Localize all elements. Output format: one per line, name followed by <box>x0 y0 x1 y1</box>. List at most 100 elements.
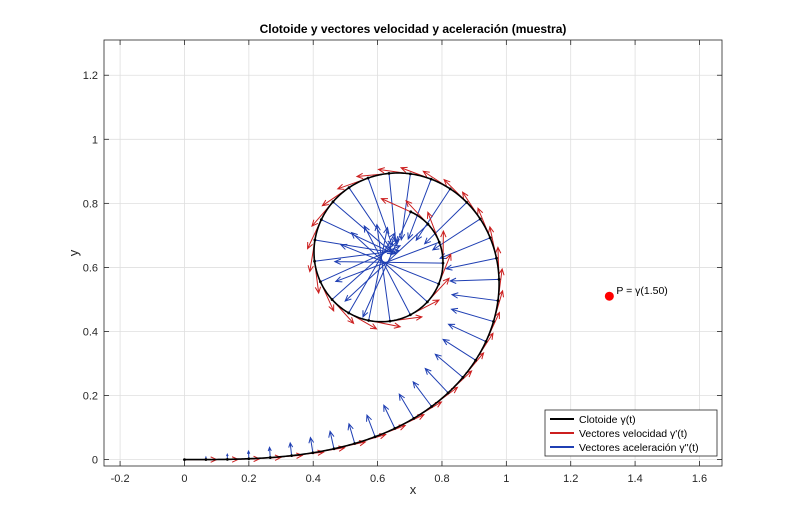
sample-point <box>204 458 208 461</box>
sample-point <box>412 416 416 420</box>
legend-label-acceleration: Vectores aceleración γ''(t) <box>579 442 699 454</box>
sample-point <box>461 375 465 379</box>
sample-point <box>331 200 335 204</box>
highlight-point-P <box>604 291 614 301</box>
sample-point <box>347 186 351 190</box>
acceleration-arrow <box>434 353 464 378</box>
x-tick-label: 1 <box>503 473 509 485</box>
acceleration-arrow <box>447 323 487 342</box>
legend-label-velocity: Vectores velocidad γ'(t) <box>579 428 687 440</box>
sample-point <box>409 210 413 214</box>
acceleration-arrow <box>288 441 294 456</box>
x-axis-label: x <box>410 482 417 497</box>
sample-point <box>426 222 430 226</box>
grid <box>104 40 722 466</box>
sample-point <box>387 172 391 175</box>
y-tick-label: 1.2 <box>83 70 98 82</box>
y-tick-label: 0.6 <box>83 262 98 274</box>
acceleration-arrow <box>412 380 433 407</box>
acceleration-arrow <box>368 226 390 321</box>
acceleration-arrow <box>363 224 411 316</box>
clothoid-curve <box>184 172 500 461</box>
sample-point <box>313 238 317 242</box>
sample-point <box>225 457 229 461</box>
sample-point <box>319 280 322 284</box>
acceleration-arrow <box>366 414 376 437</box>
legend-label-curve: Clotoide γ(t) <box>579 414 636 426</box>
sample-point <box>492 320 495 323</box>
x-tick-label: 0.2 <box>241 473 256 485</box>
chart-title: Clotoide y vectores velocidad y acelerac… <box>260 22 567 36</box>
acceleration-arrow <box>339 243 439 285</box>
highlight-point-label: P = γ(1.50) <box>616 285 667 297</box>
x-tick-label: 0.6 <box>370 473 385 485</box>
sample-point <box>367 319 371 322</box>
y-tick-label: 0.4 <box>83 326 98 338</box>
sample-point <box>319 218 323 222</box>
sample-point <box>446 391 450 395</box>
x-tick-label: 0 <box>181 473 187 485</box>
acceleration-arrow <box>444 257 497 271</box>
sample-point <box>484 340 488 343</box>
sample-point <box>496 299 500 303</box>
acceleration-arrow <box>450 307 494 323</box>
sample-point <box>393 427 397 430</box>
sample-point <box>347 311 351 315</box>
acceleration-arrow <box>331 238 401 300</box>
y-tick-label: 0.8 <box>83 198 98 210</box>
sample-point <box>311 451 315 455</box>
sample-point <box>437 240 441 244</box>
velocity-arrow <box>380 198 411 213</box>
x-tick-label: 1.6 <box>692 473 707 485</box>
acceleration-arrow <box>424 367 449 394</box>
sample-point <box>313 259 316 263</box>
acceleration-arrow <box>415 188 451 242</box>
acceleration-arrow <box>350 231 428 303</box>
plot-area <box>104 40 722 466</box>
acceleration-arrow <box>344 223 429 302</box>
sample-point <box>247 457 251 461</box>
x-tick-label: 1.4 <box>627 473 642 485</box>
acceleration-arrow <box>383 404 396 429</box>
sample-point <box>465 200 469 204</box>
sample-point <box>437 282 441 286</box>
acceleration-arrow <box>442 338 476 361</box>
x-tick-label: 1.2 <box>563 473 578 485</box>
y-tick-label: 1 <box>92 134 98 146</box>
sample-point <box>495 256 498 260</box>
plot-frame <box>103 39 723 467</box>
acceleration-arrow <box>348 231 396 314</box>
y-tick-label: 0.2 <box>83 391 98 403</box>
acceleration-arrow <box>450 292 499 302</box>
sample-point <box>430 405 434 408</box>
sample-point <box>448 187 452 191</box>
acceleration-arrow <box>407 178 432 241</box>
x-tick-label: -0.2 <box>111 473 130 485</box>
sample-point <box>497 277 501 281</box>
sample-point <box>441 261 445 265</box>
y-tick-label: 0 <box>92 455 98 467</box>
x-tick-label: 0.4 <box>306 473 321 485</box>
acceleration-arrow <box>267 446 272 458</box>
y-axis-label: y <box>66 249 81 256</box>
sample-point <box>478 217 482 221</box>
sample-point <box>408 172 412 176</box>
sample-point <box>183 458 186 461</box>
acceleration-arrow <box>398 393 415 419</box>
sample-point <box>488 236 492 240</box>
axis-ticks: -0.2 0 0.2 0.4 0.6 0.8 1 1.2 1.4 1.6 0 0.2 0.4 0.6 0.8… <box>83 40 722 485</box>
sample-point <box>429 177 433 181</box>
sample-point <box>425 300 429 304</box>
sample-point <box>332 447 336 451</box>
acceleration-arrow <box>333 258 443 265</box>
data-layer: P = γ(1.50) <box>183 166 668 463</box>
legend: Clotoide γ(t) Vectores velocidad γ'(t) V… <box>544 409 718 457</box>
acceleration-arrow <box>328 430 335 449</box>
acceleration-arrow <box>308 436 315 453</box>
sample-point <box>268 456 272 459</box>
sample-point <box>366 176 370 180</box>
sample-point <box>330 298 334 301</box>
acceleration-arrow <box>423 202 468 245</box>
sample-point <box>373 435 377 439</box>
